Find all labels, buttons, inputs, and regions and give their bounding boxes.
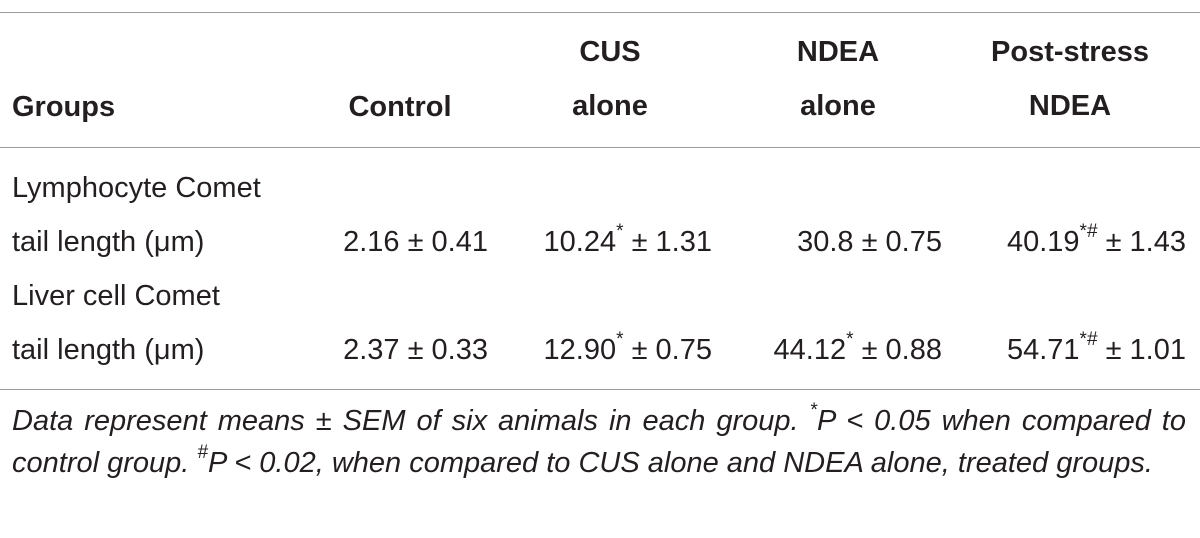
header-ndea-alone: NDEA alone bbox=[796, 36, 880, 122]
header-cus-alone: CUS alone bbox=[572, 36, 648, 122]
row-label-line1: Liver cell Comet bbox=[12, 280, 220, 312]
table-bottom-rule bbox=[0, 389, 1200, 390]
cell-post-stress: 40.19*# ± 1.43 bbox=[1006, 221, 1186, 258]
cell-control: 2.37 ± 0.33 bbox=[343, 334, 488, 366]
cell-control: 2.16 ± 0.41 bbox=[343, 226, 488, 258]
header-groups: Groups bbox=[12, 91, 116, 123]
table-footnote: Data represent means ± SEM of six animal… bbox=[12, 400, 1186, 479]
header-post-stress-ndea: Post-stress NDEA bbox=[991, 36, 1149, 122]
row-label-line2: tail length (μm) bbox=[12, 226, 205, 258]
cell-cus: 10.24* ± 1.31 bbox=[543, 221, 712, 258]
row-label-line2: tail length (μm) bbox=[12, 334, 205, 366]
cell-ndea: 30.8 ± 0.75 bbox=[797, 226, 942, 258]
cell-ndea: 44.12* ± 0.88 bbox=[773, 329, 942, 366]
row-label-line1: Lymphocyte Comet bbox=[12, 172, 261, 204]
header-rule bbox=[0, 147, 1200, 148]
table-top-rule bbox=[0, 12, 1200, 13]
header-control: Control bbox=[348, 91, 452, 123]
cell-cus: 12.90* ± 0.75 bbox=[543, 329, 712, 366]
cell-post-stress: 54.71*# ± 1.01 bbox=[1006, 329, 1186, 366]
